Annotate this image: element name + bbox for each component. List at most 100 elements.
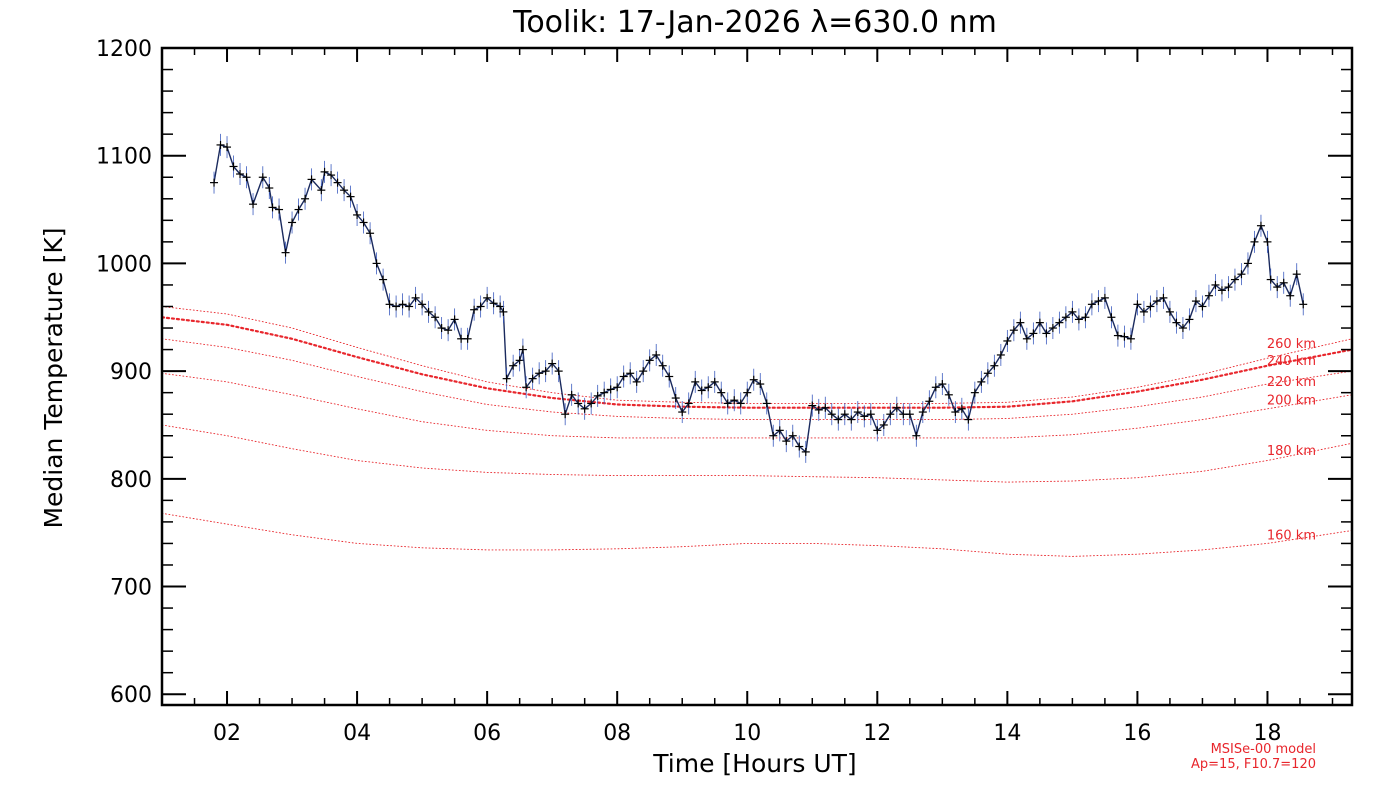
- data-point: [1279, 271, 1288, 294]
- data-point: [1191, 290, 1200, 313]
- x-tick-label: 02: [213, 721, 241, 746]
- data-point: [645, 349, 654, 372]
- data-point: [743, 381, 752, 404]
- data-point: [535, 362, 544, 385]
- data-point: [1055, 311, 1064, 334]
- data-point: [593, 384, 602, 407]
- data-point: [827, 403, 836, 426]
- data-point: [964, 408, 973, 431]
- data-point: [1029, 322, 1038, 345]
- data-point: [990, 354, 999, 377]
- x-tick-label: 14: [993, 721, 1021, 746]
- data-point: [892, 396, 901, 419]
- data-point: [294, 198, 303, 221]
- data-point: [788, 424, 797, 447]
- data-point: [1042, 322, 1051, 345]
- data-point: [944, 383, 953, 406]
- data-point: [970, 381, 979, 404]
- data-point: [515, 349, 524, 372]
- data-point: [499, 300, 508, 323]
- data-point: [1133, 293, 1142, 316]
- data-point: [489, 292, 498, 315]
- data-point: [1048, 317, 1057, 340]
- data-point: [938, 373, 947, 396]
- model-curve: [161, 338, 1353, 421]
- data-point: [1237, 263, 1246, 286]
- model-note-params: Ap=15, F10.7=120: [1191, 757, 1316, 772]
- x-axis-ticks: 02 04 06 08 10 12 14 16 18: [161, 48, 1334, 746]
- data-point: [853, 401, 862, 424]
- data-point: [249, 193, 258, 216]
- data-point: [879, 413, 888, 436]
- data-point: [658, 354, 667, 377]
- data-point: [795, 435, 804, 458]
- data-point: [502, 367, 511, 390]
- data-point: [886, 403, 895, 426]
- data-point: [1224, 276, 1233, 299]
- data-point: [483, 286, 492, 309]
- data-point: [327, 164, 336, 187]
- model-labels: 260 km 240 km 220 km 200 km 180 km 160 km: [1267, 337, 1316, 543]
- model-curve: [160, 316, 1354, 409]
- data-point: [528, 367, 537, 390]
- data-point: [1152, 290, 1161, 313]
- data-point: [333, 171, 342, 194]
- data-point: [580, 397, 589, 420]
- data-point: [801, 440, 810, 463]
- y-tick-label: 1100: [96, 145, 152, 170]
- data-point: [678, 401, 687, 424]
- data-point: [665, 365, 674, 388]
- data-point: [1107, 306, 1116, 329]
- data-point: [418, 293, 427, 316]
- data-point: [398, 293, 407, 316]
- data-point: [288, 211, 297, 234]
- data-point: [424, 300, 433, 323]
- data-point: [372, 252, 381, 275]
- y-axis-label: Median Temperature [K]: [39, 227, 68, 528]
- data-point: [1003, 329, 1012, 352]
- data-point: [463, 327, 472, 350]
- data-point: [1178, 317, 1187, 340]
- data-point: [834, 408, 843, 431]
- data-point: [541, 360, 550, 383]
- data-point: [873, 419, 882, 442]
- data-point: [600, 381, 609, 404]
- data-point: [574, 392, 583, 415]
- data-point: [717, 381, 726, 404]
- data-point: [476, 295, 485, 318]
- data-point: [723, 392, 732, 415]
- data-point: [1016, 311, 1025, 334]
- model-curve-label: 200 km: [1267, 394, 1316, 409]
- data-point: [957, 397, 966, 420]
- data-point: [912, 424, 921, 447]
- x-tick-label: 04: [343, 721, 371, 746]
- data-point: [522, 376, 531, 399]
- model-curve: [161, 306, 1353, 404]
- data-point: [756, 373, 765, 396]
- data-point: [769, 424, 778, 447]
- data-point: [1273, 276, 1282, 299]
- data-point: [840, 403, 849, 426]
- data-point: [1022, 327, 1031, 350]
- x-tick-label: 16: [1123, 721, 1151, 746]
- data-point: [684, 392, 693, 415]
- data-point: [1204, 284, 1213, 307]
- data-point: [242, 166, 251, 189]
- model-curve-label: 160 km: [1267, 528, 1316, 543]
- data-point: [567, 383, 576, 406]
- data-point: [905, 403, 914, 426]
- data-point: [216, 133, 225, 156]
- chart-title: Toolik: 17-Jan-2026 λ=630.0 nm: [512, 5, 997, 40]
- data-point: [392, 295, 401, 318]
- data-point: [951, 401, 960, 424]
- data-point: [379, 268, 388, 291]
- x-tick-label: 08: [603, 721, 631, 746]
- data-point: [411, 286, 420, 309]
- x-tick-label: 10: [733, 721, 761, 746]
- y-axis-ticks: 600 700 800 900 1000 1100 1200: [96, 37, 1352, 708]
- data-point: [652, 343, 661, 366]
- data-point: [301, 187, 310, 210]
- y-tick-label: 700: [110, 576, 152, 601]
- data-point: [1100, 286, 1109, 309]
